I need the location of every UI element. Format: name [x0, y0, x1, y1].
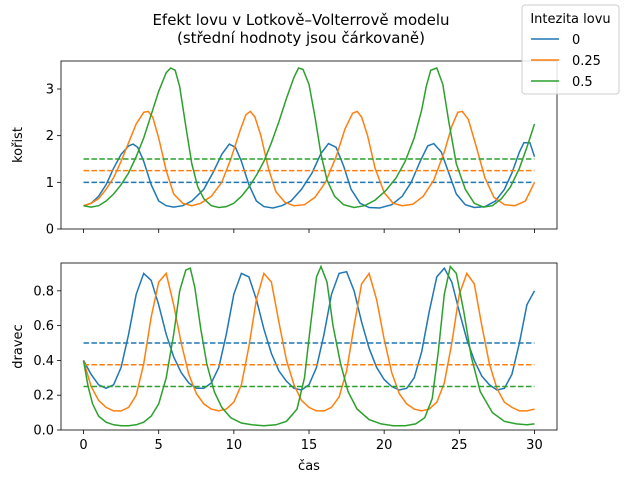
prey-y-tick-label: 2 [46, 129, 54, 144]
x-tick-label: 0 [79, 438, 87, 453]
prey-y-tick-label: 3 [46, 83, 54, 98]
x-tick-label: 10 [226, 438, 243, 453]
legend: Intezita lovu 0 0.25 0.5 [521, 4, 620, 95]
prey-y-tick-label: 1 [46, 176, 54, 191]
prey-y-axis-label: kořist [11, 127, 26, 163]
predator-y-tick-label: 0.8 [33, 284, 54, 299]
predator-series-line-0.5 [82, 264, 535, 427]
prey-series-line-0.25 [83, 110, 536, 207]
predator-y-tick-label: 0.2 [33, 389, 54, 404]
panel-prey: 0 1 2 3 kořist [11, 60, 558, 238]
panel-predator: 0.0 0.2 0.4 0.6 0.8 0 5 10 15 20 25 30 dravec [11, 262, 558, 453]
predator-y-tick-label: 0.0 [33, 424, 54, 439]
prey-y-tick-label: 0 [46, 223, 54, 238]
legend-label-0: 0 [572, 33, 580, 48]
legend-title: Intezita lovu [530, 12, 610, 27]
x-tick-label: 15 [301, 438, 318, 453]
prey-series-line-0 [83, 141, 536, 209]
predator-axes-frame [60, 262, 558, 431]
predator-y-tick-label: 0.6 [33, 319, 54, 334]
x-tick-label: 30 [526, 438, 543, 453]
predator-series-line-0 [82, 266, 536, 391]
x-tick-label: 20 [376, 438, 393, 453]
prey-series-line-0.5 [83, 67, 536, 209]
predator-y-axis-label: dravec [11, 324, 26, 368]
legend-label-0.5: 0.5 [572, 75, 593, 90]
legend-label-0.25: 0.25 [572, 54, 601, 69]
chart-title-line-2: (střední hodnoty jsou čárkovaně) [177, 29, 425, 47]
panels: 0 1 2 3 kořist 0.0 0.2 0.4 0.6 0.8 0 5 10 15 20 25 30 dra… [11, 60, 558, 474]
legend-box [521, 4, 620, 95]
predator-series-line-0.25 [82, 271, 535, 412]
x-tick-label: 5 [155, 438, 163, 453]
chart-title-line-1: Efekt lovu v Lotkově–Volterrově modelu [152, 11, 449, 29]
predator-y-tick-label: 0.4 [33, 354, 54, 369]
x-tick-label: 25 [451, 438, 468, 453]
x-axis-label: čas [298, 459, 320, 474]
